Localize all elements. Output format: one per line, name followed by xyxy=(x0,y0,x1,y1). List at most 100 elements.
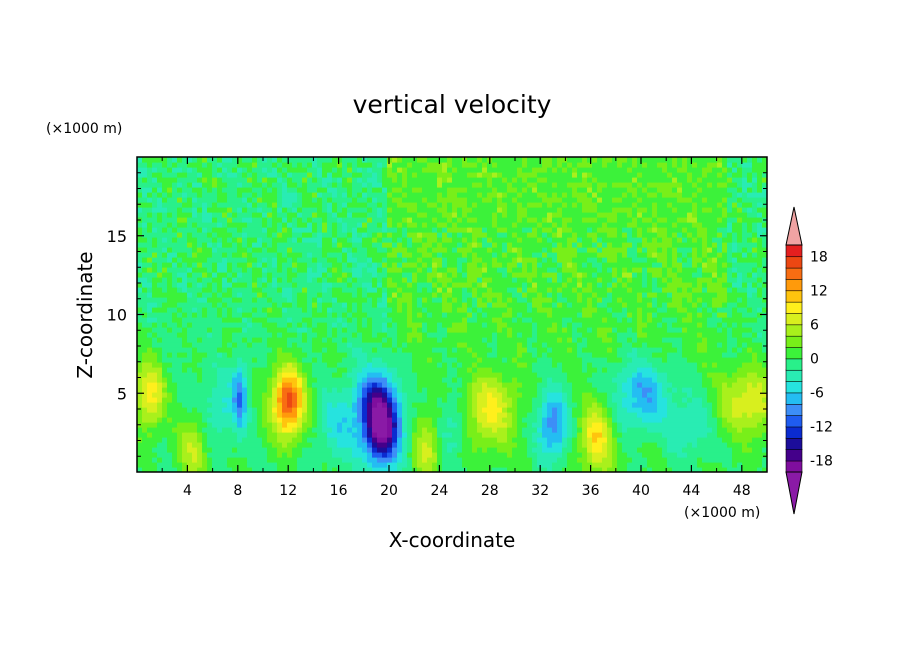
heatmap-cell xyxy=(322,292,328,298)
heatmap-cell xyxy=(612,352,618,358)
heatmap-cell xyxy=(327,427,333,433)
heatmap-cell xyxy=(597,317,603,323)
heatmap-cell xyxy=(352,437,358,443)
heatmap-cell xyxy=(367,277,373,283)
heatmap-cell xyxy=(372,347,378,353)
heatmap-cell xyxy=(207,327,213,333)
heatmap-cell xyxy=(387,317,393,323)
heatmap-cell xyxy=(212,337,218,343)
heatmap-cell xyxy=(227,387,233,393)
heatmap-cell xyxy=(597,322,603,328)
heatmap-cell xyxy=(142,282,148,288)
heatmap-cell xyxy=(527,452,533,458)
heatmap-cell xyxy=(272,467,278,472)
heatmap-cell xyxy=(287,452,293,458)
heatmap-cell xyxy=(347,402,353,408)
heatmap-cell xyxy=(237,367,243,373)
heatmap-cell xyxy=(522,287,528,293)
heatmap-cell xyxy=(762,417,767,423)
heatmap-cell xyxy=(547,452,553,458)
heatmap-cell xyxy=(352,442,358,448)
heatmap-cell xyxy=(367,382,373,388)
heatmap-cell xyxy=(457,457,463,463)
heatmap-cell xyxy=(747,387,753,393)
heatmap-cell xyxy=(517,302,523,308)
heatmap-cell xyxy=(232,462,238,468)
heatmap-cell xyxy=(587,277,593,283)
heatmap-cell xyxy=(267,377,273,383)
heatmap-cell xyxy=(462,452,468,458)
heatmap-cell xyxy=(572,462,578,468)
heatmap-cell xyxy=(482,377,488,383)
heatmap-cell xyxy=(637,312,643,318)
heatmap-cell xyxy=(652,312,658,318)
heatmap-cell xyxy=(587,422,593,428)
heatmap-cell xyxy=(277,447,283,453)
heatmap-cell xyxy=(547,427,553,433)
heatmap-cell xyxy=(537,337,543,343)
heatmap-cell xyxy=(752,327,758,333)
heatmap-cell xyxy=(177,457,183,463)
heatmap-cell xyxy=(722,382,728,388)
heatmap-cell xyxy=(647,377,653,383)
heatmap-cell xyxy=(292,432,298,438)
heatmap-cell xyxy=(747,282,753,288)
heatmap-cell xyxy=(337,302,343,308)
heatmap-cell xyxy=(242,317,248,323)
heatmap-cell xyxy=(517,342,523,348)
heatmap-cell xyxy=(227,272,233,278)
heatmap-cell xyxy=(297,412,303,418)
heatmap-cell xyxy=(242,412,248,418)
heatmap-cell xyxy=(717,372,723,378)
heatmap-cell xyxy=(572,372,578,378)
heatmap-cell xyxy=(542,407,548,413)
heatmap-cell xyxy=(342,342,348,348)
heatmap-cell xyxy=(517,417,523,423)
heatmap-cell xyxy=(462,357,468,363)
heatmap-cell xyxy=(142,272,148,278)
heatmap-cell xyxy=(202,372,208,378)
heatmap-cell xyxy=(197,317,203,323)
heatmap-cell xyxy=(747,292,753,298)
heatmap-cell xyxy=(497,442,503,448)
heatmap-cell xyxy=(632,447,638,453)
heatmap-cell xyxy=(727,447,733,453)
heatmap-cell xyxy=(277,277,283,283)
heatmap-cell xyxy=(207,427,213,433)
heatmap-cell xyxy=(702,407,708,413)
heatmap-cell xyxy=(712,422,718,428)
heatmap-cell xyxy=(647,277,653,283)
heatmap-cell xyxy=(547,372,553,378)
heatmap-cell xyxy=(557,322,563,328)
heatmap-cell xyxy=(422,367,428,373)
heatmap-cell xyxy=(587,367,593,373)
heatmap-cell xyxy=(667,407,673,413)
heatmap-cell xyxy=(652,417,658,423)
heatmap-cell xyxy=(427,347,433,353)
heatmap-cell xyxy=(137,362,143,368)
heatmap-cell xyxy=(452,352,458,358)
heatmap-cell xyxy=(292,382,298,388)
heatmap-cell xyxy=(602,412,608,418)
heatmap-cell xyxy=(152,317,158,323)
heatmap-cell xyxy=(417,397,423,403)
heatmap-cell xyxy=(757,437,763,443)
heatmap-cell xyxy=(647,362,653,368)
heatmap-cell xyxy=(137,377,143,383)
heatmap-cell xyxy=(282,297,288,303)
heatmap-cell xyxy=(727,337,733,343)
heatmap-cell xyxy=(757,332,763,338)
heatmap-cell xyxy=(257,272,263,278)
heatmap-cell xyxy=(562,402,568,408)
heatmap-cell xyxy=(627,407,633,413)
heatmap-cell xyxy=(337,272,343,278)
heatmap-cell xyxy=(747,352,753,358)
heatmap-cell xyxy=(292,327,298,333)
heatmap-cell xyxy=(667,452,673,458)
heatmap-cell xyxy=(277,382,283,388)
heatmap-cell xyxy=(292,412,298,418)
heatmap-cell xyxy=(587,327,593,333)
heatmap-cell xyxy=(172,272,178,278)
heatmap-cell xyxy=(242,407,248,413)
heatmap-cell xyxy=(417,402,423,408)
